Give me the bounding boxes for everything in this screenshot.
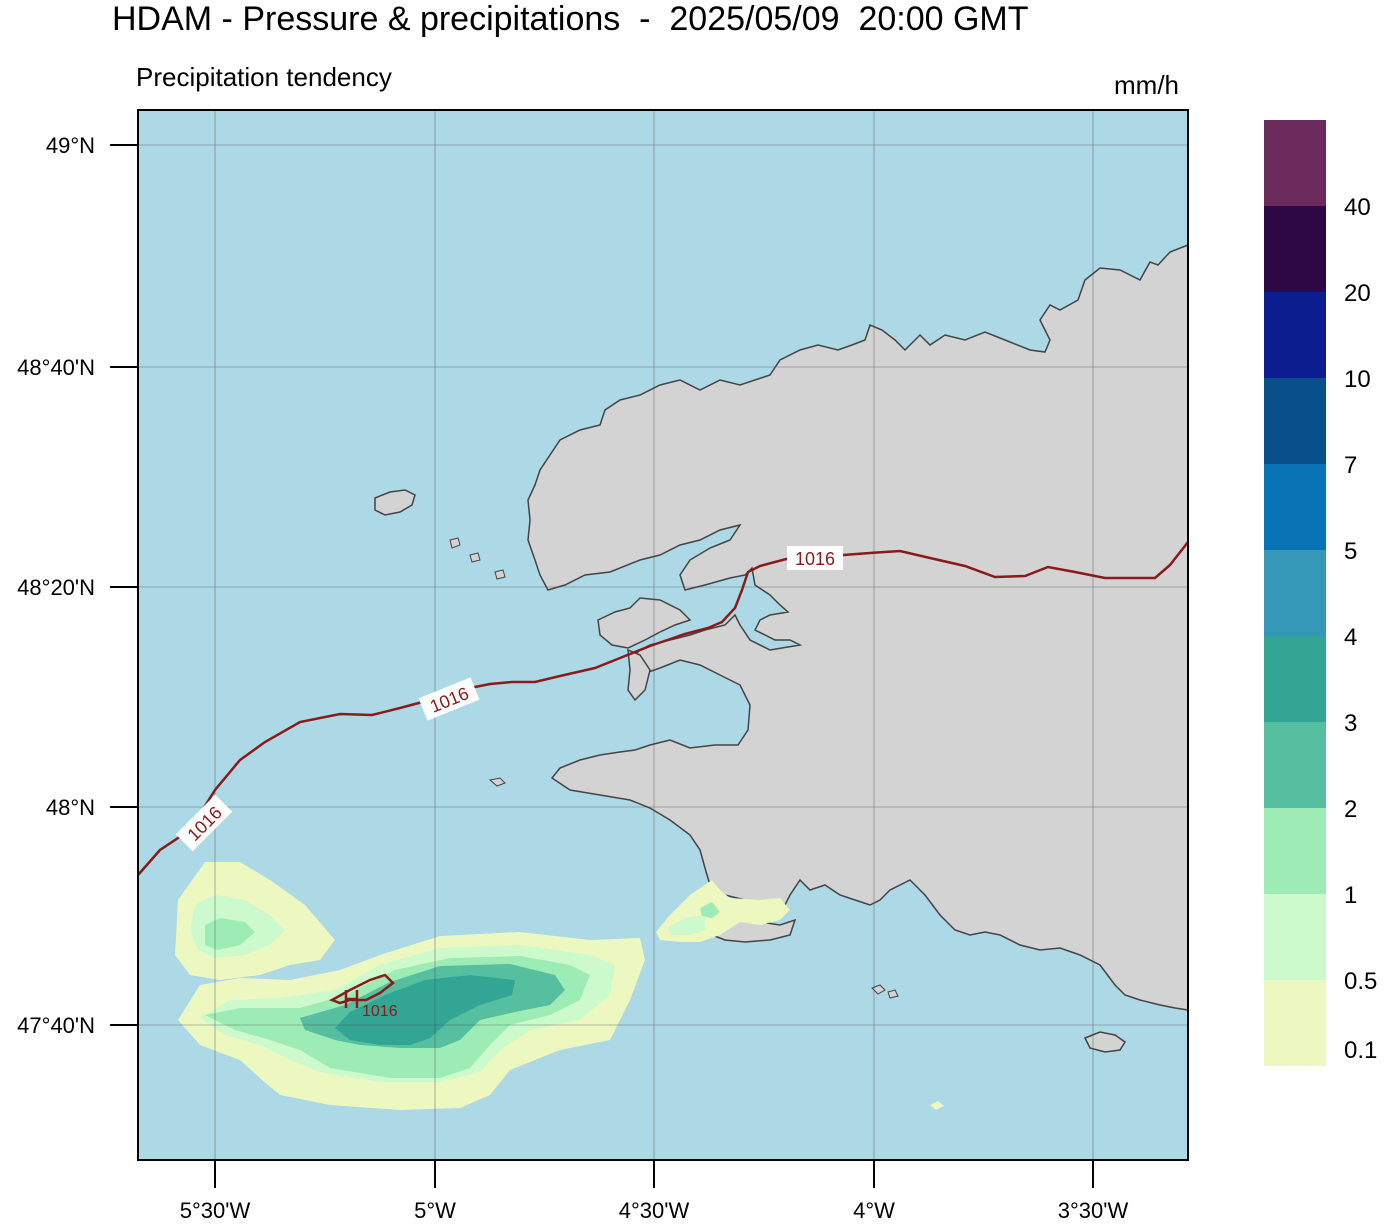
land-molene-islets: [449, 537, 506, 580]
land-glenan-islands: [871, 984, 899, 999]
colorbar-label: 7: [1344, 452, 1357, 479]
land-brittany: [527, 243, 1189, 1011]
land-belle-ile: [1083, 1031, 1127, 1053]
isobar-label-low: 1016: [362, 1003, 398, 1020]
isobar-label-text: 1016: [795, 549, 835, 569]
chart-title: HDAM - Pressure & precipitations - 2025/…: [112, 0, 1029, 38]
colorbar-label: 10: [1344, 366, 1371, 393]
colorbar-unit: mm/h: [1114, 70, 1179, 100]
land-ushant-island: [374, 489, 416, 516]
colorbar-swatch: [1264, 378, 1326, 464]
lat-label: 48°40'N: [17, 355, 95, 380]
land-crozon-peninsula: [597, 597, 692, 649]
lat-label: 47°40'N: [17, 1013, 95, 1038]
precip-3-south: [335, 975, 515, 1045]
colorbar-label: 1: [1344, 882, 1357, 909]
colorbar-swatch: [1264, 464, 1326, 550]
graticule: [138, 110, 1188, 1160]
colorbar-swatch: [1264, 808, 1326, 894]
precip-1-west: [205, 918, 255, 950]
lon-label: 4°W: [853, 1198, 895, 1223]
colorbar-label: 2: [1344, 796, 1357, 823]
land-sein-island: [488, 777, 506, 787]
isobar-1016-main: [137, 541, 1189, 876]
precip-1-east: [700, 902, 720, 918]
precipitation-field: [175, 862, 944, 1110]
colorbar-label: 3: [1344, 710, 1357, 737]
lon-label: 5°W: [414, 1198, 456, 1223]
colorbar-swatch: [1264, 206, 1326, 292]
lat-label: 48°20'N: [17, 575, 95, 600]
map-frame: [137, 109, 1189, 1161]
colorbar-swatch: [1264, 120, 1326, 206]
low-marker: [344, 990, 359, 1008]
colorbar-swatch: [1264, 550, 1326, 636]
lat-label: 49°N: [46, 133, 95, 158]
lat-label: 48°N: [46, 795, 95, 820]
map-subtitle: Precipitation tendency: [136, 62, 392, 92]
lon-label: 5°30'W: [180, 1198, 251, 1223]
colorbar-swatch: [1264, 980, 1326, 1066]
lon-label: 4°30'W: [619, 1198, 690, 1223]
axis-ticks: [110, 144, 1094, 1188]
colorbar-label: 40: [1344, 194, 1371, 221]
colorbar-swatch: [1264, 292, 1326, 378]
precip-05-east: [668, 915, 705, 935]
land-pointe-ouest: [627, 648, 651, 702]
colorbar-swatch: [1264, 894, 1326, 980]
colorbar: 40 20 10 7 5 4 3 2 1 0.5 0.1: [1264, 120, 1377, 1066]
precip-01-speck: [930, 1101, 944, 1110]
colorbar-swatch: [1264, 722, 1326, 808]
isobar-label-1: 1016: [787, 546, 843, 570]
lon-label: 3°30'W: [1058, 1198, 1129, 1223]
colorbar-label: 20: [1344, 280, 1371, 307]
colorbar-label: 0.1: [1344, 1037, 1377, 1064]
colorbar-label: 4: [1344, 624, 1357, 651]
colorbar-label: 0.5: [1344, 968, 1377, 995]
colorbar-swatch: [1264, 636, 1326, 722]
colorbar-label: 5: [1344, 538, 1357, 565]
